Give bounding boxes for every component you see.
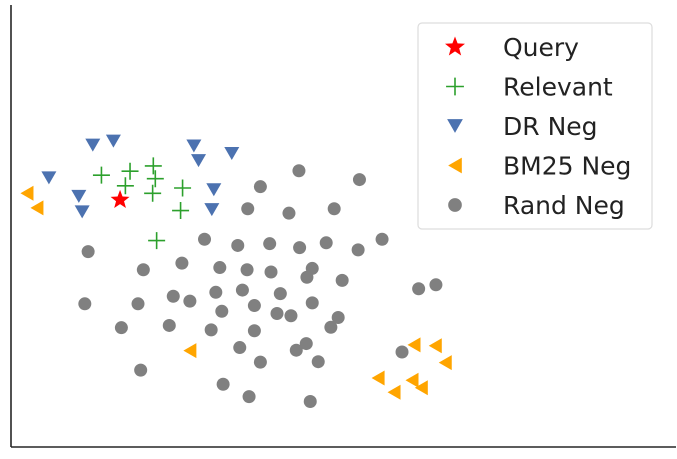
rand-neg-point xyxy=(293,241,307,255)
relevant-point xyxy=(116,177,134,195)
legend-label-rand-neg: Rand Neg xyxy=(503,191,625,220)
rand-neg-point xyxy=(183,294,197,308)
legend-box xyxy=(417,22,653,230)
relevant-point xyxy=(121,162,139,180)
rand-neg-point xyxy=(289,343,303,357)
legend-label-bm25-neg: BM25 Neg xyxy=(503,152,631,181)
rand-neg-point xyxy=(429,278,443,292)
rand-neg-point xyxy=(81,245,95,259)
dr-neg-point xyxy=(224,147,240,161)
legend-marker-query xyxy=(445,36,465,56)
legend-label-dr-neg: DR Neg xyxy=(503,112,598,141)
legend: Query Relevant DR Neg BM25 Neg Rand Neg xyxy=(417,22,653,230)
rand-neg-point xyxy=(352,173,366,187)
query-point xyxy=(110,189,130,209)
bm25-neg-point xyxy=(405,372,419,388)
rand-neg-point xyxy=(253,355,267,369)
rand-neg-point xyxy=(242,390,256,404)
rand-neg-point xyxy=(204,323,218,337)
dr-neg-point xyxy=(204,203,220,217)
relevant-point xyxy=(146,170,164,188)
rand-neg-point xyxy=(247,299,261,313)
rand-neg-point xyxy=(273,287,287,301)
rand-neg-point xyxy=(134,363,148,377)
rand-neg-point xyxy=(114,321,128,335)
rand-neg-point xyxy=(263,237,277,251)
rand-neg-point xyxy=(375,232,389,246)
rand-neg-point xyxy=(241,202,255,216)
bm25-neg-point xyxy=(438,355,452,371)
rand-neg-point xyxy=(131,297,145,311)
legend-marker-relevant xyxy=(446,77,464,96)
legend-entries: Query Relevant DR Neg BM25 Neg Rand Neg xyxy=(445,33,631,220)
rand-neg-point xyxy=(412,282,426,296)
rand-neg-point xyxy=(209,285,223,299)
bm25-neg-point xyxy=(371,370,385,386)
bm25-neg-point xyxy=(30,200,44,216)
dr-neg-point xyxy=(206,183,222,197)
rand-neg-point xyxy=(231,238,245,252)
relevant-point xyxy=(148,232,166,250)
rand-neg-point xyxy=(331,310,345,324)
rand-neg-point xyxy=(324,320,338,334)
rand-neg-point xyxy=(284,309,298,323)
legend-marker-rand-neg xyxy=(448,198,462,212)
rand-neg-point xyxy=(235,283,249,297)
rand-neg-point xyxy=(215,304,229,318)
rand-neg-point xyxy=(395,345,409,359)
axes xyxy=(10,5,676,448)
rand-neg-point xyxy=(327,202,341,216)
dr-neg-point xyxy=(71,189,87,203)
legend-label-query: Query xyxy=(503,33,579,62)
plot-points xyxy=(20,134,452,408)
rand-neg-point xyxy=(166,289,180,303)
relevant-point xyxy=(92,166,110,184)
rand-neg-point xyxy=(233,341,247,355)
rand-neg-point xyxy=(216,377,230,391)
rand-neg-point xyxy=(213,261,227,275)
rand-neg-point xyxy=(311,355,325,369)
rand-neg-point xyxy=(270,307,284,321)
bm25-neg-point xyxy=(20,185,34,201)
relevant-point xyxy=(172,202,190,220)
bm25-neg-point xyxy=(428,338,442,354)
rand-neg-point xyxy=(335,273,349,287)
rand-neg-point xyxy=(162,318,176,332)
relevant-point xyxy=(144,184,162,202)
rand-neg-point xyxy=(240,263,254,277)
legend-marker-dr-neg xyxy=(447,119,463,133)
bm25-neg-point xyxy=(414,380,428,396)
rand-neg-point xyxy=(305,296,319,310)
dr-neg-point xyxy=(191,154,207,168)
rand-neg-point xyxy=(264,265,278,279)
relevant-point xyxy=(174,179,192,197)
relevant-point xyxy=(144,157,162,175)
rand-neg-point xyxy=(198,232,212,246)
dr-neg-point xyxy=(41,171,57,185)
rand-neg-point xyxy=(253,180,267,194)
rand-neg-point xyxy=(292,164,306,178)
legend-label-relevant: Relevant xyxy=(503,73,613,102)
legend-marker-bm25-neg xyxy=(448,157,462,174)
rand-neg-point xyxy=(303,394,317,408)
rand-neg-point xyxy=(351,243,365,257)
dr-neg-point xyxy=(74,205,90,219)
dr-neg-point xyxy=(85,138,101,152)
rand-neg-point xyxy=(175,256,189,270)
dr-neg-point xyxy=(105,134,121,148)
bm25-neg-point xyxy=(387,384,401,400)
rand-neg-point xyxy=(319,236,333,250)
bm25-neg-point xyxy=(407,337,421,353)
rand-neg-point xyxy=(247,324,261,338)
rand-neg-point xyxy=(78,297,92,311)
dr-neg-point xyxy=(186,139,202,153)
rand-neg-point xyxy=(282,206,296,220)
bm25-neg-point xyxy=(183,343,197,359)
rand-neg-point xyxy=(305,261,319,275)
rand-neg-point xyxy=(299,337,313,351)
rand-neg-point xyxy=(136,263,150,277)
